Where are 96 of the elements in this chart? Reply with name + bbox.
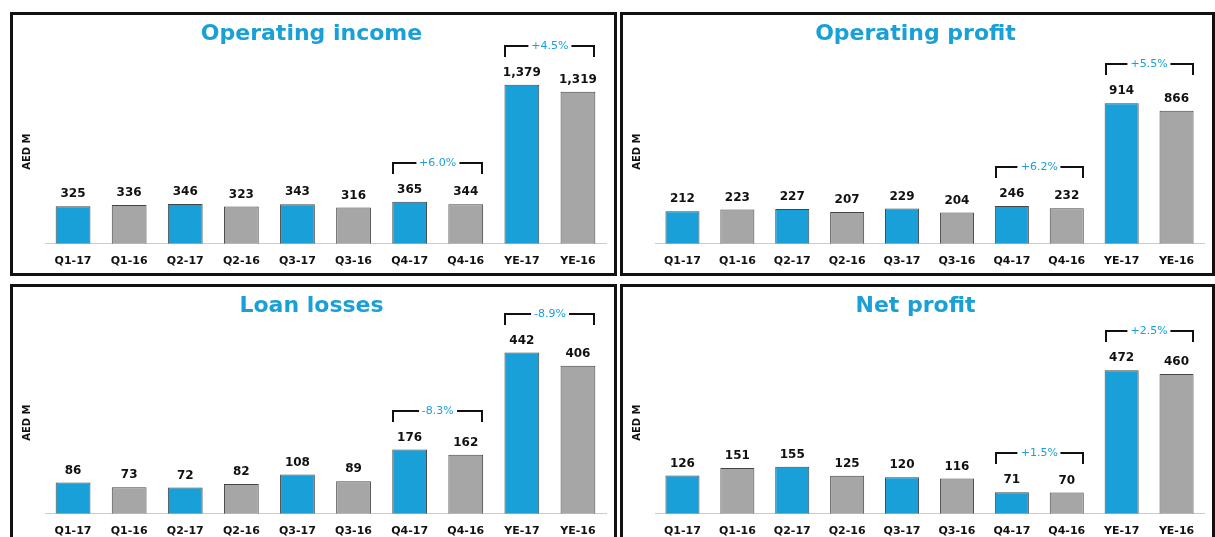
data-label: 86 [64,462,82,477]
data-label: 108 [284,454,310,469]
x-tick-label: Q3-16 [335,254,373,268]
x-tick-label: Q4-17 [391,254,429,268]
data-label: 207 [834,192,860,207]
data-label: 151 [724,448,750,463]
x-tick-label: Q2-17 [773,524,811,537]
y-axis-title: AED M [630,404,642,441]
x-tick-label: Q1-17 [54,524,92,537]
data-label: 325 [60,186,86,201]
x-tick-label: YE-17 [1102,524,1140,537]
chart-title: Loan losses [239,291,384,317]
annotation: -8.3% [418,403,457,417]
data-label: 1,379 [502,65,541,79]
x-tick-label: Q4-16 [1048,254,1086,268]
data-label: 176 [397,429,423,444]
x-tick-label: Q3-17 [883,254,921,268]
data-label: 120 [889,457,915,472]
x-tick-label: YE-17 [1102,254,1140,268]
data-label: 116 [944,458,970,473]
data-label: 155 [779,446,805,461]
data-label: 204 [944,192,970,207]
data-label: 365 [397,181,423,196]
data-label: 70 [1058,472,1076,487]
x-tick-label: Q3-17 [883,524,921,537]
x-tick-label: YE-17 [503,524,540,537]
data-label: 227 [779,189,805,204]
x-tick-label: Q4-16 [1048,524,1086,537]
y-axis-title: AED M [20,404,32,441]
data-label: 126 [669,455,695,470]
data-label: 82 [233,464,250,479]
x-tick-label: Q3-17 [279,254,316,268]
annotation: +1.5% [1017,445,1061,459]
x-tick-label: Q3-16 [938,524,976,537]
data-label: 232 [1054,188,1080,203]
x-tick-label: Q1-17 [54,254,92,268]
annotation: +6.2% [1017,159,1061,173]
x-tick-label: Q1-16 [718,254,757,268]
data-label: 246 [999,186,1025,201]
x-tick-label: Q2-17 [166,524,204,537]
data-label: 89 [345,461,362,476]
x-tick-label: Q3-16 [938,254,976,268]
x-tick-label: Q4-16 [447,524,485,537]
x-tick-label: Q1-17 [664,254,701,268]
data-label: 1,319 [558,71,597,86]
data-label: 316 [341,187,367,202]
y-axis-title: AED M [20,133,32,170]
x-tick-label: Q2-16 [222,254,261,268]
data-label: 914 [1109,83,1135,98]
x-tick-label: YE-16 [559,524,596,537]
data-label: 223 [724,189,750,204]
data-label: 212 [669,191,695,206]
x-tick-label: Q4-16 [447,254,485,268]
text: +4.5% [528,38,572,52]
data-label: 336 [116,185,142,200]
data-label: 73 [120,467,138,482]
x-tick-label: Q2-16 [828,254,866,268]
x-tick-label: YE-17 [503,254,540,268]
data-label: 406 [565,345,591,360]
data-label: 72 [176,467,194,482]
x-tick-label: Q4-17 [391,524,429,537]
x-tick-label: Q2-16 [828,524,866,537]
data-label: 460 [1164,354,1190,369]
x-tick-label: Q1-17 [664,524,701,537]
text: +5.5% [1127,56,1171,70]
x-tick-label: Q2-16 [222,524,261,537]
chart-title: Operating profit [815,19,1017,45]
data-label: 344 [453,184,479,199]
chart-title: Operating income [200,19,423,45]
data-label: 866 [1164,90,1190,105]
x-tick-label: Q1-16 [110,524,148,537]
data-label: 323 [228,186,254,201]
x-tick-label: Q1-16 [718,524,757,537]
annotation: +6.0% [416,155,460,169]
y-axis-title: AED M [630,133,642,170]
data-label: 472 [1109,350,1135,365]
text: -8.9% [530,306,569,320]
x-tick-label: Q1-16 [110,254,148,268]
x-tick-label: Q2-17 [166,254,204,268]
x-tick-label: Q4-17 [993,524,1031,537]
x-tick-label: YE-16 [1157,524,1195,537]
x-tick-label: YE-16 [559,254,596,268]
chart-title: Net profit [855,291,976,317]
data-label: 229 [889,188,915,203]
x-tick-label: YE-16 [1157,254,1195,268]
data-label: 442 [509,332,535,347]
data-label: 346 [172,184,198,199]
x-tick-label: Q3-17 [279,524,316,537]
data-label: 71 [1003,472,1021,487]
data-label: 125 [834,455,860,470]
x-tick-label: Q3-16 [335,524,373,537]
data-label: 343 [284,184,310,199]
data-label: 162 [453,434,479,449]
x-tick-label: Q4-17 [993,254,1031,268]
text: +2.5% [1127,323,1171,337]
x-tick-label: Q2-17 [773,254,811,268]
